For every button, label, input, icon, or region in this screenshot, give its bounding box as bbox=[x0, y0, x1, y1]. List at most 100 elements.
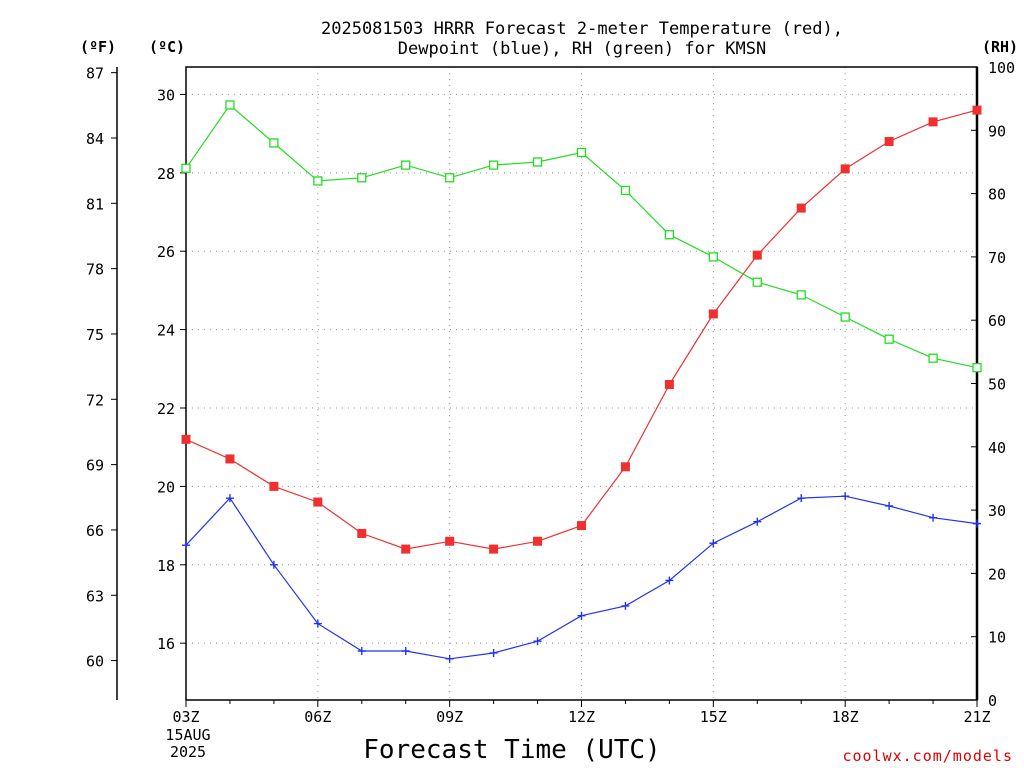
x-date-label-year: 2025 bbox=[170, 743, 206, 761]
rh-point bbox=[620, 185, 631, 196]
celsius-tick-label: 22 bbox=[157, 400, 175, 418]
rh-point bbox=[664, 230, 675, 240]
rh-point bbox=[576, 147, 587, 158]
x-tick-label: 09Z bbox=[436, 708, 463, 726]
rh-point bbox=[488, 160, 499, 170]
axis-ticks: 16 18 20 22 24 26 28 30 60 63 66 69 72 75 78 81 84 87 0 10 2… bbox=[86, 59, 1015, 726]
temperature-point bbox=[181, 434, 191, 444]
dewpoint-point bbox=[489, 648, 498, 657]
x-axis-label: Forecast Time (UTC) bbox=[363, 735, 660, 765]
temperature-point bbox=[445, 536, 455, 546]
dewpoint-point bbox=[621, 601, 630, 610]
rh-point bbox=[840, 312, 850, 322]
temperature-point bbox=[401, 544, 411, 554]
dewpoint-point bbox=[445, 654, 454, 663]
rh-tick-label: 60 bbox=[988, 312, 1006, 330]
fahrenheit-tick-label: 72 bbox=[86, 391, 104, 409]
axes bbox=[116, 66, 979, 701]
temperature-point bbox=[225, 454, 235, 464]
temperature-point bbox=[840, 164, 850, 174]
x-tick-label: 06Z bbox=[304, 708, 331, 726]
celsius-tick-label: 20 bbox=[157, 478, 175, 496]
fahrenheit-tick-label: 81 bbox=[86, 195, 104, 213]
temperature-point bbox=[972, 105, 982, 115]
temperature-point bbox=[489, 544, 499, 554]
celsius-tick-label: 24 bbox=[157, 322, 175, 340]
dewpoint-point bbox=[665, 576, 674, 585]
footer-credit: coolwx.com/models bbox=[842, 747, 1013, 765]
fahrenheit-tick-label: 69 bbox=[86, 457, 104, 475]
dewpoint-point bbox=[841, 492, 850, 501]
fahrenheit-tick-label: 66 bbox=[86, 522, 104, 540]
temperature-point bbox=[796, 203, 806, 213]
dewpoint-point bbox=[973, 519, 981, 528]
rh-point bbox=[401, 160, 411, 170]
x-tick-label: 15Z bbox=[700, 708, 727, 726]
temperature-point bbox=[620, 462, 630, 472]
fahrenheit-tick-label: 87 bbox=[86, 65, 104, 83]
rh-point bbox=[357, 173, 367, 183]
fahrenheit-tick-label: 75 bbox=[86, 326, 104, 344]
rh-line bbox=[185, 104, 978, 369]
rh-point bbox=[181, 163, 191, 173]
rh-point bbox=[445, 173, 455, 183]
temperature-point bbox=[269, 481, 279, 491]
rh-tick-label: 10 bbox=[988, 629, 1006, 647]
rh-point bbox=[313, 176, 323, 186]
celsius-unit-label: (ºC) bbox=[149, 38, 185, 56]
data-series bbox=[181, 100, 982, 663]
temperature-point bbox=[708, 309, 718, 319]
rh-point bbox=[225, 100, 235, 110]
dewpoint-point bbox=[269, 560, 278, 569]
dewpoint-point bbox=[533, 637, 542, 646]
dewpoint-point bbox=[753, 517, 762, 526]
temperature-point bbox=[357, 528, 367, 538]
dewpoint-point bbox=[313, 619, 322, 628]
fahrenheit-tick-label: 84 bbox=[86, 130, 104, 148]
rh-tick-label: 70 bbox=[988, 249, 1006, 267]
x-date-label-day: 15AUG bbox=[165, 726, 210, 744]
x-tick-label: 12Z bbox=[568, 708, 595, 726]
fahrenheit-tick-label: 63 bbox=[86, 587, 104, 605]
dewpoint-point bbox=[929, 513, 938, 522]
rh-point bbox=[796, 290, 806, 300]
fahrenheit-tick-label: 60 bbox=[86, 653, 104, 671]
temperature-point bbox=[577, 521, 586, 531]
rh-tick-label: 90 bbox=[988, 122, 1006, 140]
dewpoint-point bbox=[401, 647, 410, 656]
rh-tick-label: 50 bbox=[988, 376, 1006, 394]
temperature-point bbox=[533, 536, 543, 546]
rh-point bbox=[752, 277, 762, 287]
rh-point bbox=[928, 353, 938, 363]
rh-point bbox=[532, 157, 543, 167]
rh-tick-label: 100 bbox=[988, 59, 1015, 77]
rh-point bbox=[884, 334, 894, 344]
rh-tick-label: 40 bbox=[988, 439, 1006, 457]
dewpoint-point bbox=[357, 647, 366, 656]
dewpoint-point bbox=[797, 494, 806, 503]
celsius-tick-label: 26 bbox=[157, 243, 175, 261]
temperature-point bbox=[664, 379, 674, 389]
dewpoint-point bbox=[885, 501, 894, 510]
rh-tick-label: 30 bbox=[988, 502, 1006, 520]
chart-title-line-1: 2025081503 HRRR Forecast 2-meter Tempera… bbox=[321, 19, 843, 39]
celsius-tick-label: 30 bbox=[157, 86, 175, 104]
rh-unit-label: (RH) bbox=[982, 38, 1018, 56]
fahrenheit-unit-label: (ºF) bbox=[80, 38, 116, 56]
celsius-tick-label: 16 bbox=[157, 635, 175, 653]
rh-point bbox=[269, 138, 279, 148]
celsius-tick-label: 18 bbox=[157, 557, 175, 575]
dewpoint-point bbox=[577, 611, 586, 620]
rh-tick-label: 20 bbox=[988, 565, 1006, 583]
rh-tick-label: 80 bbox=[988, 186, 1006, 204]
temperature-point bbox=[884, 136, 894, 146]
dewpoint-point bbox=[709, 539, 718, 548]
temperature-point bbox=[752, 250, 762, 260]
x-tick-label: 03Z bbox=[172, 708, 199, 726]
dewpoint-point bbox=[182, 541, 190, 550]
fahrenheit-tick-label: 78 bbox=[86, 261, 104, 279]
temperature-point bbox=[313, 497, 323, 507]
dewpoint-point bbox=[225, 494, 234, 503]
chart-title-line-2: Dewpoint (blue), RH (green) for KMSN bbox=[398, 39, 766, 59]
